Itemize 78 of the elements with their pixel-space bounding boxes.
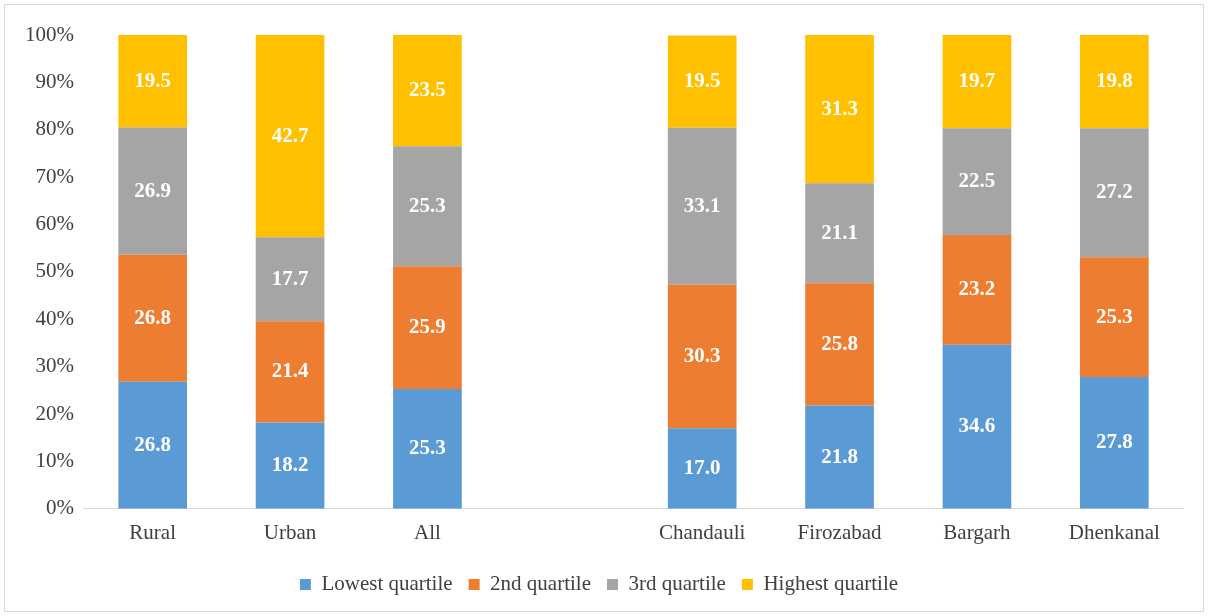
bar bbox=[393, 388, 462, 509]
bar bbox=[667, 284, 737, 429]
bar bbox=[118, 127, 188, 255]
x-tick-label: Chandauli bbox=[659, 519, 746, 544]
legend-label: 2nd quartile bbox=[490, 571, 591, 596]
bar bbox=[667, 127, 737, 285]
legend-label: Highest quartile bbox=[763, 571, 899, 596]
bar bbox=[667, 428, 737, 509]
y-tick-label: 70% bbox=[35, 163, 74, 188]
data-label: 19.7 bbox=[958, 68, 996, 93]
y-tick-label: 30% bbox=[35, 353, 74, 378]
bar bbox=[942, 35, 1012, 129]
bar bbox=[1079, 257, 1149, 378]
bar bbox=[1079, 35, 1149, 129]
bar bbox=[118, 381, 188, 509]
x-tick-label: Bargarh bbox=[943, 519, 1012, 544]
bar bbox=[255, 321, 325, 423]
bar bbox=[255, 422, 325, 509]
legend-label: Lowest quartile bbox=[321, 571, 453, 596]
data-label: 19.8 bbox=[1095, 67, 1133, 92]
data-label: 19.5 bbox=[134, 67, 172, 92]
x-tick-label: Urban bbox=[263, 519, 317, 544]
data-label: 21.8 bbox=[821, 443, 858, 468]
data-label: 25.8 bbox=[821, 330, 858, 355]
x-tick-label: Firozabad bbox=[797, 519, 883, 544]
data-label: 23.5 bbox=[409, 77, 446, 102]
data-label: 34.6 bbox=[958, 413, 996, 438]
bar bbox=[805, 183, 874, 284]
data-label: 21.4 bbox=[271, 358, 309, 383]
bar bbox=[255, 35, 325, 238]
legend-label: 3rd quartile bbox=[628, 571, 726, 596]
data-label: 17.0 bbox=[683, 454, 721, 479]
data-label: 26.8 bbox=[134, 431, 172, 456]
data-label: 26.9 bbox=[134, 177, 172, 202]
data-label: 25.3 bbox=[1095, 303, 1133, 328]
bar bbox=[942, 344, 1012, 509]
data-label: 26.8 bbox=[134, 304, 172, 329]
data-label: 27.2 bbox=[1095, 179, 1133, 204]
data-label: 33.1 bbox=[683, 192, 721, 217]
y-tick-label: 40% bbox=[35, 305, 74, 330]
y-tick-label: 20% bbox=[35, 400, 74, 425]
bar bbox=[667, 35, 737, 128]
y-tick-label: 0% bbox=[45, 495, 74, 520]
x-tick-label: Dhenkanal bbox=[1068, 519, 1160, 544]
data-label: 18.2 bbox=[271, 452, 309, 477]
data-label: 31.3 bbox=[821, 95, 858, 120]
y-tick-label: 50% bbox=[35, 258, 74, 283]
y-tick-label: 80% bbox=[35, 116, 74, 141]
data-label: 21.1 bbox=[821, 219, 858, 244]
y-tick-label: 100% bbox=[24, 21, 74, 46]
data-label: 25.9 bbox=[409, 313, 446, 338]
bar bbox=[393, 146, 462, 267]
data-label: 22.5 bbox=[958, 168, 996, 193]
bar bbox=[942, 128, 1012, 235]
bar bbox=[805, 35, 874, 184]
bar bbox=[118, 35, 188, 128]
data-label: 17.7 bbox=[271, 265, 309, 290]
data-label: 30.3 bbox=[683, 342, 721, 367]
data-label: 25.3 bbox=[409, 435, 446, 460]
bar bbox=[255, 237, 325, 322]
bar bbox=[1079, 128, 1149, 258]
x-tick-label: Rural bbox=[129, 519, 177, 544]
data-label: 42.7 bbox=[271, 122, 309, 147]
bar bbox=[942, 234, 1012, 345]
bar bbox=[393, 35, 462, 147]
bar bbox=[393, 266, 462, 389]
data-label: 25.3 bbox=[409, 192, 446, 217]
data-label: 23.2 bbox=[958, 276, 996, 301]
bar bbox=[805, 405, 874, 509]
y-tick-label: 10% bbox=[35, 447, 74, 472]
bar bbox=[805, 283, 874, 406]
bar bbox=[1079, 377, 1149, 509]
data-label: 27.8 bbox=[1095, 429, 1133, 454]
y-tick-label: 60% bbox=[35, 211, 74, 236]
bar bbox=[118, 254, 188, 382]
x-tick-label: All bbox=[414, 519, 442, 544]
y-tick-label: 90% bbox=[35, 68, 74, 93]
data-label: 19.5 bbox=[683, 68, 721, 93]
